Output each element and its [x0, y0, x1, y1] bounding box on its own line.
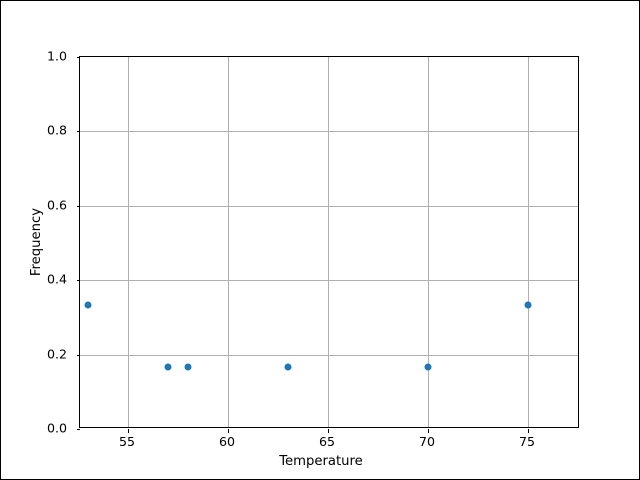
x-tick-label: 70	[418, 434, 436, 449]
y-tick-mark	[76, 205, 80, 207]
x-tick-mark	[228, 429, 229, 433]
y-tick-label: 1.0	[46, 48, 67, 64]
gridline-horizontal	[80, 354, 578, 356]
y-tick-mark	[76, 354, 80, 356]
scatter-point	[184, 363, 192, 371]
gridline-vertical	[528, 57, 529, 427]
scatter-point	[424, 363, 432, 371]
y-tick-label: 0.0	[46, 420, 67, 436]
scatter-point	[524, 301, 532, 309]
gridline-vertical	[328, 57, 329, 427]
y-tick-mark	[76, 280, 80, 282]
y-tick-label: 0.8	[46, 122, 67, 138]
gridline-vertical	[428, 57, 429, 427]
x-tick-mark	[328, 429, 329, 433]
x-tick-mark	[128, 429, 129, 433]
x-tick-label: 75	[518, 434, 536, 449]
x-tick-label: 55	[118, 434, 136, 449]
y-tick-mark	[76, 131, 80, 133]
x-axis-label: Temperature	[279, 454, 363, 469]
y-tick-mark	[76, 57, 80, 58]
scatter-point	[164, 363, 172, 371]
x-tick-mark	[528, 429, 529, 433]
gridline-vertical	[128, 57, 129, 427]
y-tick-label: 0.6	[46, 197, 67, 213]
gridline-horizontal	[80, 131, 578, 133]
gridline-horizontal	[80, 205, 578, 207]
y-tick-label: 0.2	[46, 346, 67, 362]
y-axis-label: Frequency	[29, 207, 44, 277]
plot-area	[76, 56, 579, 433]
scatter-point	[284, 363, 292, 371]
gridline-vertical	[228, 57, 229, 427]
x-tick-mark	[428, 429, 429, 433]
x-tick-label: 60	[218, 434, 236, 449]
y-tick-label: 0.4	[46, 271, 67, 287]
y-tick-mark	[76, 429, 80, 430]
gridline-horizontal	[80, 280, 578, 282]
scatter-point	[84, 301, 92, 309]
x-tick-label: 65	[318, 434, 336, 449]
